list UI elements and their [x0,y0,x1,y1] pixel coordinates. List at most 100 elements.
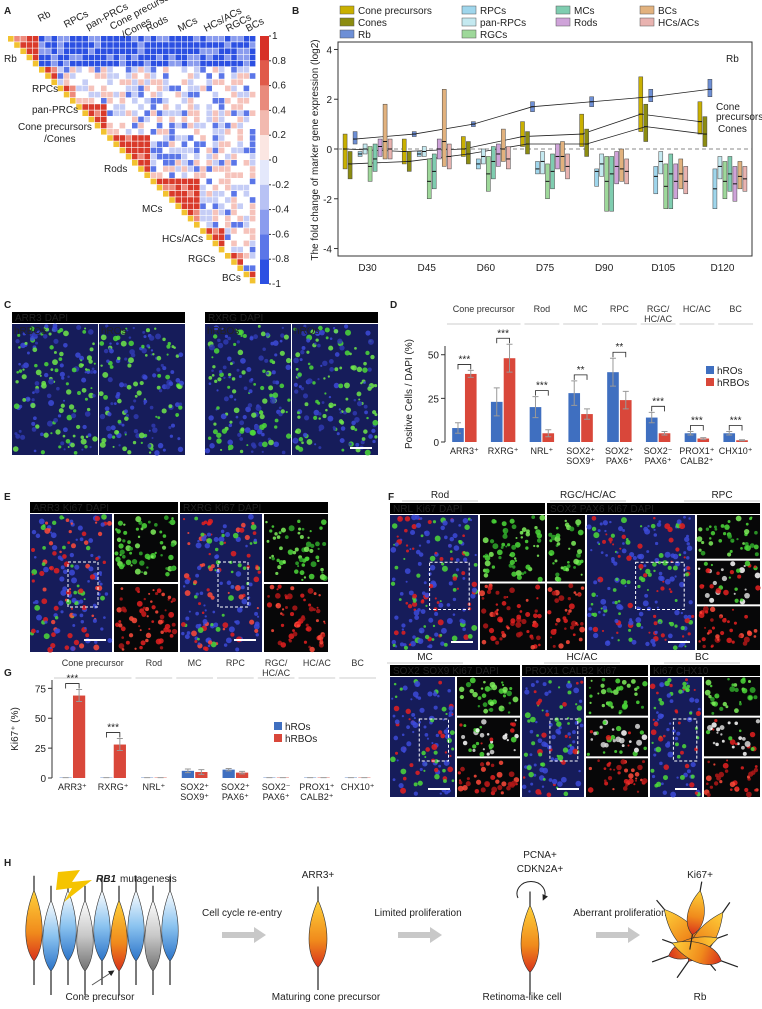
bar [490,401,503,442]
cell-signal [43,566,49,573]
cell-signal [660,713,664,718]
x-tick-label: SOX2⁻ PAX6⁺ [261,782,291,802]
cell-signal [427,519,432,525]
cell-signal [292,550,297,555]
cell-signal [208,552,211,556]
heatmap-cell [243,160,250,166]
heatmap-cell [70,36,76,42]
cell-signal [81,448,84,451]
cell-signal [271,556,275,561]
heatmap-cell [138,147,144,154]
cell-signal [102,560,106,565]
heatmap-cell [163,110,169,116]
heatmap-cell [206,54,212,61]
cell-signal [413,791,419,796]
cell-signal [336,432,340,436]
bar [503,358,516,442]
heatmap-cell [150,73,157,79]
cell-signal [651,774,656,779]
cell-signal [67,541,71,545]
cell-signal [15,339,20,344]
heatmap-cell [26,54,33,61]
cell-signal [480,787,486,793]
cell-signal [578,769,581,773]
cell-signal [720,568,724,572]
cell-signal [63,330,69,337]
y-tick-label: 50 [35,714,47,725]
heatmap-cell [181,73,188,79]
heatmap-cell [194,141,200,147]
heatmap-cell [225,246,231,253]
cell-signal [53,605,59,611]
cell-signal [658,553,664,558]
box [683,166,689,195]
cell-signal [490,763,495,768]
heatmap-cell [249,54,256,61]
cell-signal [398,783,404,789]
heatmap-cell [163,85,169,92]
cell-signal [301,330,307,337]
cell-signal [237,607,243,613]
significance-label: ** [577,365,585,376]
cell-signal [154,450,160,456]
heatmap-cell [249,42,256,48]
heatmap-cell [150,85,157,92]
channel-label: Ki67 [416,504,436,515]
cell-signal [733,683,738,687]
cell-signal [48,400,55,407]
cell-signal [479,751,485,757]
cell-signal [275,380,280,385]
heatmap-cell [156,122,163,129]
cell-signal [300,386,305,391]
cell-signal [690,774,695,779]
cell-signal [249,619,255,625]
cell-signal [489,749,495,755]
cell-signal [393,682,397,686]
cell-signal [276,588,279,591]
cell-signal [446,738,452,744]
cell-signal [568,603,575,610]
cell-signal [601,677,606,682]
heatmap-cell [181,104,188,110]
legend-label: RGCs [480,30,507,41]
cell-signal [163,627,169,633]
cell-signal [513,749,516,752]
cell-signal [451,779,455,783]
cell-signal [157,416,161,420]
heatmap-cell [212,147,219,154]
cell-signal [441,565,448,572]
cell-signal [393,705,400,712]
heatmap-cell [212,122,219,129]
cell-signal [411,523,417,530]
heatmap-cell [32,36,39,42]
heatmap-cell [206,215,212,222]
cell-signal [256,428,263,435]
cell-signal [30,402,36,409]
cell-signal [609,768,612,771]
heatmap-cell [187,147,194,154]
cell-signal [597,759,600,762]
cell-signal [287,398,291,402]
cell-signal [716,693,719,696]
box [466,141,471,165]
cell-signal [407,604,413,609]
cell-signal [195,542,202,549]
cell-signal [59,576,65,582]
heatmap-cell [101,122,107,129]
sample-label: hROs [294,326,320,337]
cell-signal [71,367,77,373]
cell-signal [213,325,220,332]
cell-signal [616,551,619,554]
cell-signal [642,600,649,607]
cell-signal [276,535,281,539]
cell-signal [575,593,578,596]
heatmap-cell [218,191,225,197]
cell-signal [506,690,512,697]
cell-signal [431,638,435,641]
cell-signal [658,697,663,702]
heatmap-cell [218,122,225,129]
cell-signal [607,586,611,591]
cell-signal [415,549,421,555]
heatmap-cell [125,135,132,141]
cell-signal [170,423,176,428]
